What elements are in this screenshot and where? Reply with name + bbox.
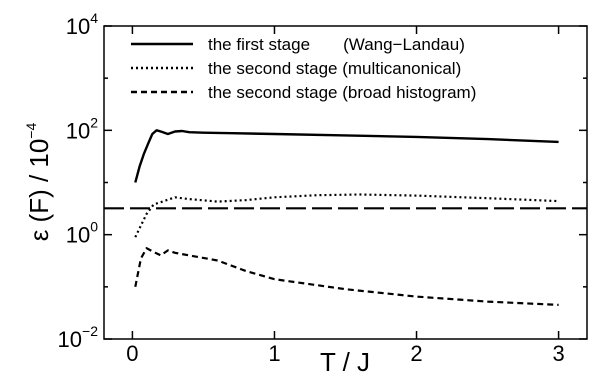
y-tick-label: 104	[66, 10, 98, 39]
y-tick-label: 100	[66, 219, 98, 248]
y-axis-title: ε (F) / 10−4	[23, 123, 54, 242]
x-axis-title: T / J	[320, 347, 370, 377]
x-tick-label: 3	[552, 341, 564, 366]
x-tick-label: 0	[126, 341, 138, 366]
legend-label-1: the first stage (Wang−Landau)	[208, 35, 465, 54]
legend-label-3: the second stage (broad histogram)	[208, 83, 476, 102]
series-line-2	[134, 193, 559, 238]
x-tick-label: 1	[268, 341, 280, 366]
y-tick-label: 10−2	[58, 323, 99, 352]
series-line-3	[134, 247, 559, 306]
axis-ticks: 0 1 2 3 10−2 100 102 104	[58, 10, 587, 366]
y-tick-label: 102	[66, 114, 98, 143]
series-layer	[104, 129, 587, 306]
legend-label-2: the second stage (multicanonical)	[208, 59, 461, 78]
series-line-1	[134, 129, 559, 183]
legend: the first stage (Wang−Landau) the second …	[131, 35, 476, 102]
x-tick-label: 2	[410, 341, 422, 366]
